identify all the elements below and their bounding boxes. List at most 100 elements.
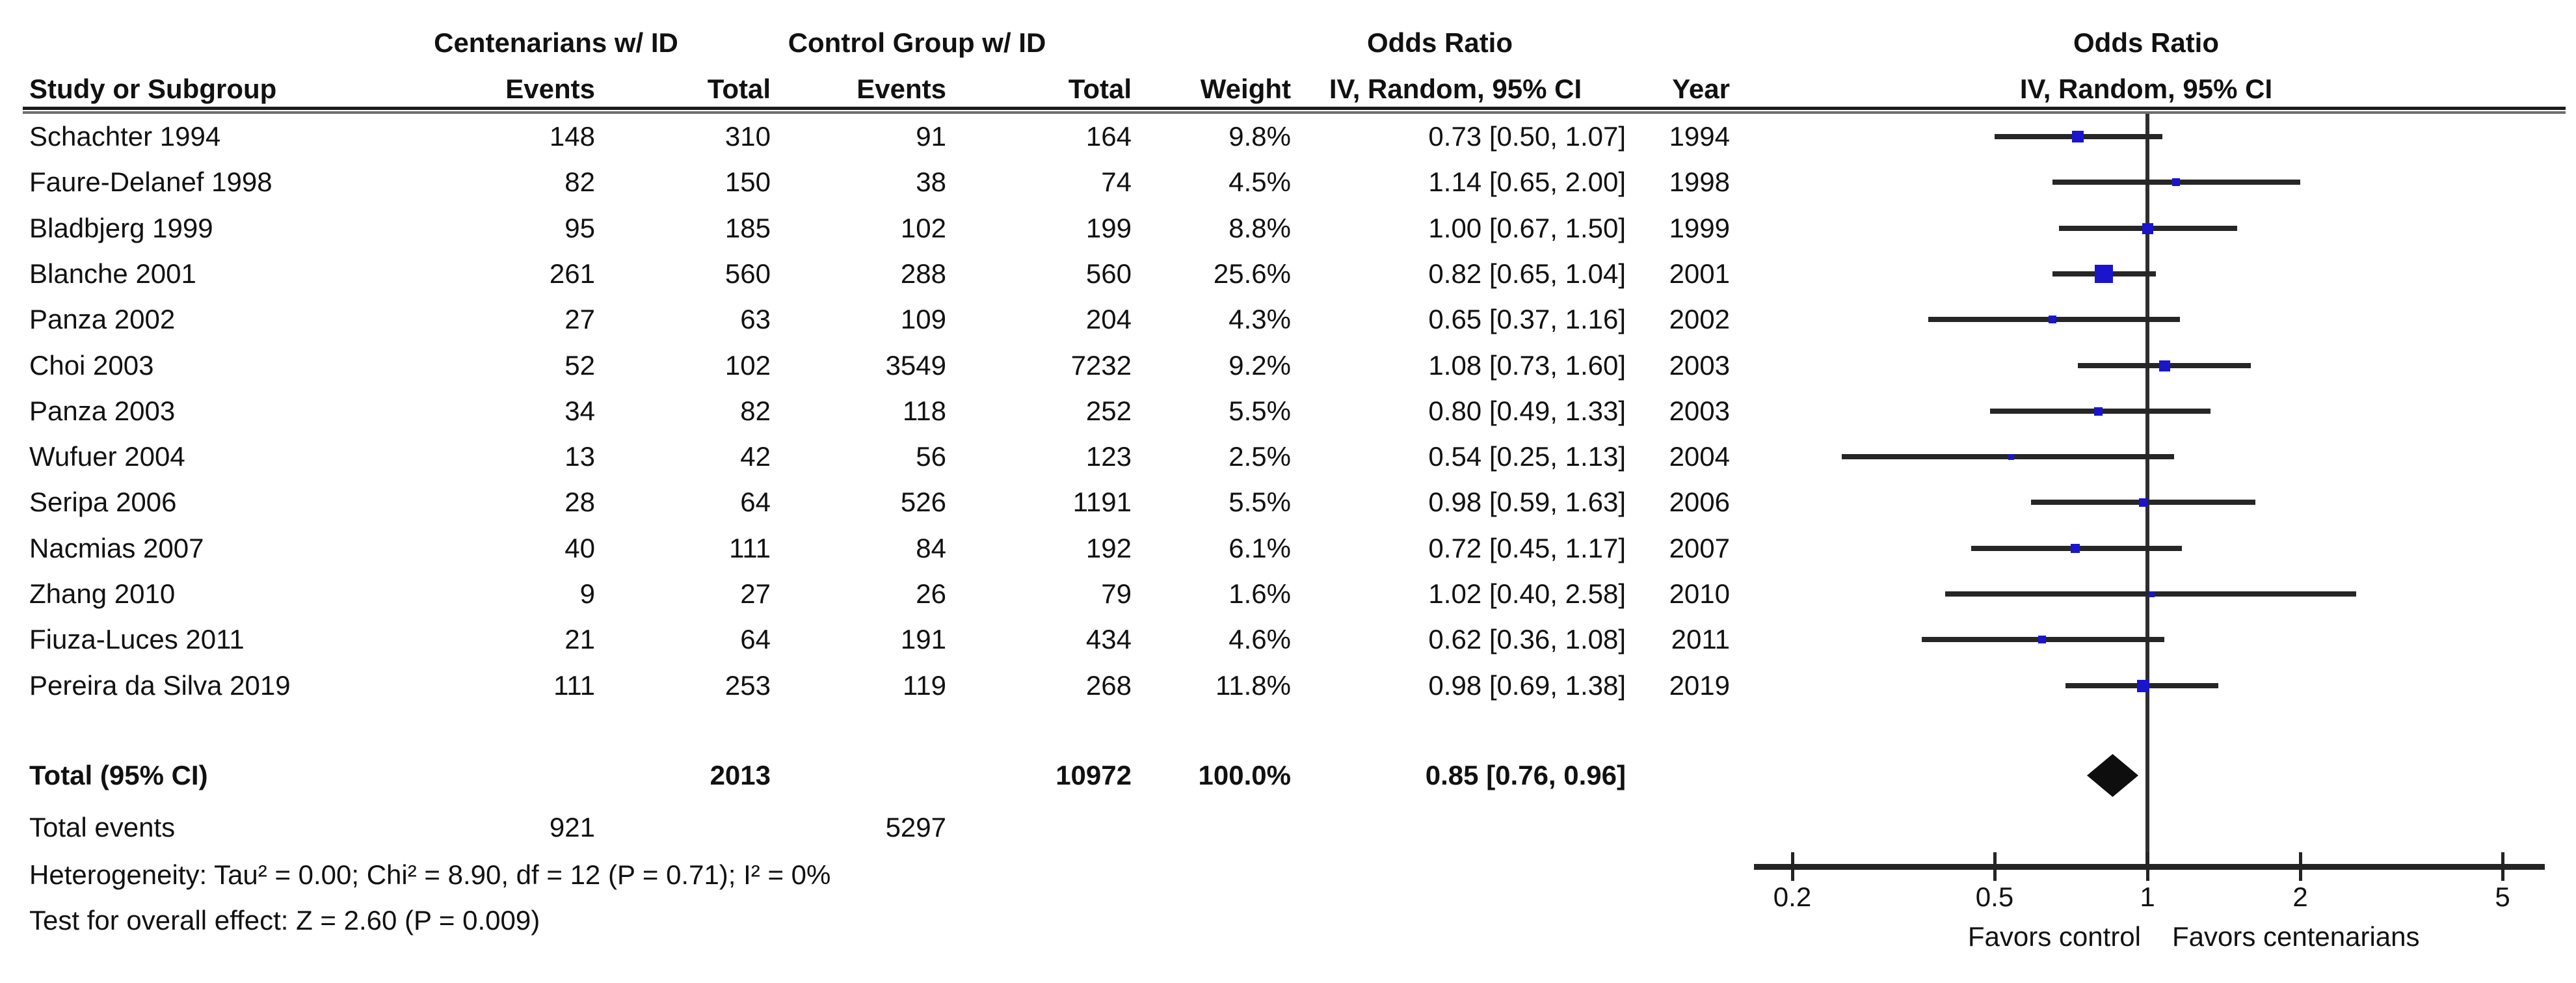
or-ci-value: 0.82 [0.65, 1.04] [1428, 258, 1626, 289]
control-total: 79 [1101, 578, 1132, 609]
year-value: 2006 [1669, 487, 1730, 517]
centenarians-total: 64 [740, 487, 771, 517]
weight-value: 25.6% [1213, 258, 1291, 289]
centenarians-group-header: Centenarians w/ ID [434, 27, 678, 58]
year-value: 2002 [1669, 304, 1730, 334]
overall-effect-text: Test for overall effect: Z = 2.60 (P = 0… [29, 905, 540, 936]
weight-value: 4.6% [1228, 624, 1291, 654]
year-value: 2001 [1669, 258, 1730, 289]
total-control: 10972 [1056, 760, 1132, 790]
axis-tick [2299, 852, 2302, 881]
total-label: Total (95% CI) [29, 760, 208, 790]
control-total: 434 [1085, 624, 1132, 654]
total-events-label: Total events [29, 812, 176, 842]
control-total: 204 [1085, 304, 1132, 334]
centenarians-events: 13 [564, 441, 595, 472]
year-value: 2010 [1669, 578, 1730, 609]
axis-tick-label: 0.5 [1975, 882, 2014, 912]
total-centenarians: 2013 [710, 760, 771, 790]
centenarians-events: 95 [564, 213, 595, 243]
year-value: 2007 [1669, 533, 1730, 563]
effect-marker [2172, 178, 2180, 186]
centenarians-total: 310 [724, 121, 771, 152]
study-name: Zhang 2010 [29, 578, 176, 609]
effect-marker [2137, 680, 2149, 692]
weight-value: 5.5% [1228, 396, 1291, 426]
study-column-header: Study or Subgroup [29, 74, 277, 104]
control-total: 252 [1085, 396, 1132, 426]
control-events: 191 [900, 624, 946, 654]
or-ci-value: 1.08 [0.73, 1.60] [1428, 350, 1626, 381]
or-ci-value: 1.14 [0.65, 2.00] [1428, 167, 1626, 197]
axis-tick [1791, 852, 1794, 881]
control-events: 119 [903, 670, 946, 701]
or-ci-value: 1.02 [0.40, 2.58] [1428, 578, 1626, 609]
axis-tick [2146, 852, 2149, 881]
study-name: Fiuza-Luces 2011 [29, 624, 245, 654]
weight-value: 4.3% [1228, 304, 1291, 334]
centenarians-events-column-header: Events [505, 74, 595, 104]
centenarians-events: 82 [564, 167, 595, 197]
ci-line [1841, 454, 2175, 459]
control-events: 56 [916, 441, 946, 472]
effect-marker [2159, 360, 2170, 371]
effect-marker [2008, 454, 2014, 460]
weight-value: 9.2% [1228, 350, 1291, 381]
summary-diamond [2087, 754, 2138, 803]
control-events: 118 [903, 396, 946, 426]
weight-value: 11.8% [1215, 670, 1291, 701]
method-column-header-right: IV, Random, 95% CI [2019, 74, 2273, 104]
effect-marker [2038, 636, 2046, 643]
x-axis-line [1754, 864, 2545, 870]
effect-marker [2139, 498, 2147, 507]
control-events: 26 [916, 578, 946, 609]
study-name: Blanche 2001 [29, 258, 196, 289]
centenarians-total: 102 [724, 350, 771, 381]
control-events: 109 [900, 304, 946, 334]
control-total-column-header: Total [1068, 74, 1132, 104]
or-ci-value: 0.62 [0.36, 1.08] [1428, 624, 1626, 654]
weight-value: 4.5% [1228, 167, 1291, 197]
year-value: 2019 [1669, 670, 1730, 701]
effect-marker [2071, 544, 2080, 553]
year-value: 2011 [1671, 624, 1730, 654]
control-total: 268 [1085, 670, 1132, 701]
total-events-control: 5297 [885, 812, 946, 842]
year-value: 2003 [1669, 396, 1730, 426]
centenarians-events: 9 [579, 578, 595, 609]
effect-marker [2072, 131, 2084, 142]
study-name: Pereira da Silva 2019 [29, 670, 291, 701]
centenarians-total: 185 [724, 213, 771, 243]
no-effect-reference-line [2145, 114, 2149, 869]
odds-ratio-header-right: Odds Ratio [2073, 27, 2220, 58]
odds-ratio-header-left: Odds Ratio [1366, 27, 1513, 58]
effect-marker [2094, 407, 2103, 416]
favors-control-label: Favors control [1967, 921, 2141, 952]
weight-value: 2.5% [1228, 441, 1291, 472]
centenarians-total: 560 [724, 258, 771, 289]
or-ci-value: 0.65 [0.37, 1.16] [1428, 304, 1626, 334]
control-total: 123 [1085, 441, 1132, 472]
control-group-header: Control Group w/ ID [788, 27, 1046, 58]
total-or-ci: 0.85 [0.76, 0.96] [1425, 760, 1626, 790]
axis-tick-label: 2 [2292, 882, 2308, 912]
axis-tick-label: 5 [2495, 882, 2510, 912]
effect-marker [2095, 265, 2113, 283]
centenarians-total: 42 [740, 441, 771, 472]
year-value: 2004 [1669, 441, 1730, 472]
study-name: Seripa 2006 [29, 487, 177, 517]
year-value: 1994 [1669, 121, 1730, 152]
control-events: 526 [900, 487, 946, 517]
study-name: Panza 2003 [29, 396, 176, 426]
control-total: 199 [1085, 213, 1132, 243]
study-name: Schachter 1994 [29, 121, 221, 152]
centenarians-total: 63 [740, 304, 771, 334]
control-total: 1191 [1072, 487, 1132, 517]
centenarians-events: 52 [564, 350, 595, 381]
control-total: 7232 [1070, 350, 1132, 381]
favors-centenarians-label: Favors centenarians [2172, 921, 2420, 952]
or-ci-value: 0.80 [0.49, 1.33] [1428, 396, 1626, 426]
study-name: Panza 2002 [29, 304, 176, 334]
centenarians-events: 40 [564, 533, 595, 563]
effect-marker [2142, 223, 2153, 234]
